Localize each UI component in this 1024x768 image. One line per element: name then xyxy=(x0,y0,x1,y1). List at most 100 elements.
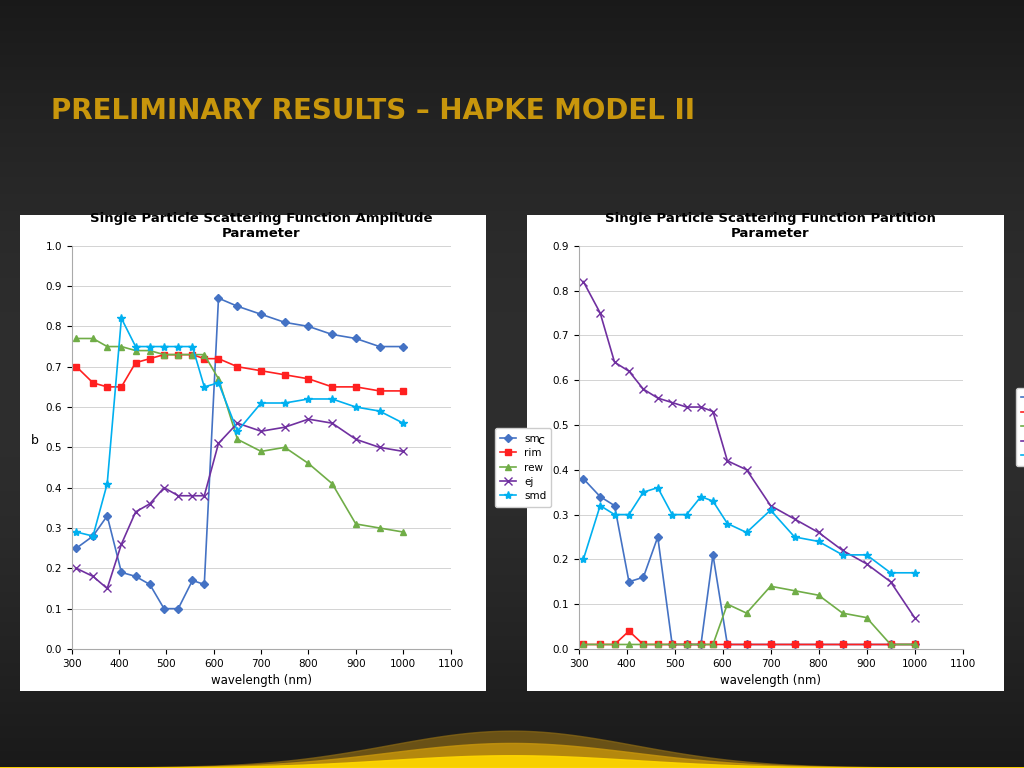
sm xyxy=(764,640,776,649)
rew xyxy=(721,600,733,609)
rew xyxy=(302,458,314,468)
smd xyxy=(212,378,224,387)
sm xyxy=(666,640,678,649)
smd xyxy=(623,510,635,519)
sm xyxy=(279,318,291,327)
smd xyxy=(788,532,801,541)
sm xyxy=(212,293,224,303)
ej xyxy=(623,366,635,376)
ej xyxy=(326,419,338,428)
X-axis label: wavelength (nm): wavelength (nm) xyxy=(211,674,311,687)
rim xyxy=(172,350,184,359)
ej xyxy=(812,528,824,537)
sm xyxy=(578,474,590,483)
rim xyxy=(885,640,897,649)
smd xyxy=(908,568,921,578)
rew xyxy=(608,640,621,649)
smd xyxy=(129,342,141,351)
smd xyxy=(707,497,719,506)
rim xyxy=(255,366,267,376)
smd xyxy=(101,479,114,488)
rew xyxy=(397,528,410,537)
smd xyxy=(837,550,849,559)
rim xyxy=(740,640,753,649)
rim xyxy=(186,350,199,359)
Line: rew: rew xyxy=(580,583,919,648)
ej xyxy=(908,613,921,622)
ej xyxy=(740,465,753,475)
ej xyxy=(87,571,99,581)
smd xyxy=(279,399,291,408)
ej xyxy=(651,393,664,402)
rim xyxy=(302,374,314,383)
rim xyxy=(666,640,678,649)
rew xyxy=(129,346,141,355)
rew xyxy=(143,346,156,355)
sm xyxy=(186,576,199,585)
sm xyxy=(302,322,314,331)
rew xyxy=(255,447,267,456)
rew xyxy=(116,342,128,351)
rim xyxy=(397,386,410,396)
rim xyxy=(578,640,590,649)
sm xyxy=(695,640,708,649)
rew xyxy=(885,640,897,649)
sm xyxy=(143,580,156,589)
ej xyxy=(199,492,211,501)
rim xyxy=(87,378,99,387)
sm xyxy=(608,501,621,510)
smd xyxy=(764,505,776,515)
sm xyxy=(116,568,128,577)
sm xyxy=(172,604,184,613)
smd xyxy=(255,399,267,408)
smd xyxy=(860,550,872,559)
ej xyxy=(578,277,590,286)
sm xyxy=(860,640,872,649)
ej xyxy=(302,415,314,424)
smd xyxy=(374,406,386,415)
rim xyxy=(231,362,244,372)
rew xyxy=(158,350,170,359)
rew xyxy=(326,479,338,488)
rew xyxy=(279,442,291,452)
smd xyxy=(186,342,199,351)
rim xyxy=(608,640,621,649)
rim xyxy=(812,640,824,649)
rim xyxy=(860,640,872,649)
rim xyxy=(129,358,141,367)
Y-axis label: c: c xyxy=(538,435,545,447)
rim xyxy=(721,640,733,649)
smd xyxy=(666,510,678,519)
smd xyxy=(680,510,692,519)
rim xyxy=(695,640,708,649)
smd xyxy=(172,342,184,351)
ej xyxy=(397,447,410,456)
ej xyxy=(860,559,872,568)
rim xyxy=(279,370,291,379)
smd xyxy=(740,528,753,537)
Line: ej: ej xyxy=(73,415,408,593)
sm xyxy=(788,640,801,649)
rew xyxy=(578,640,590,649)
sm xyxy=(199,580,211,589)
sm xyxy=(651,532,664,541)
smd xyxy=(143,342,156,351)
smd xyxy=(812,537,824,546)
rew xyxy=(680,640,692,649)
rew xyxy=(594,640,606,649)
rim xyxy=(350,382,362,392)
rim xyxy=(326,382,338,392)
sm xyxy=(255,310,267,319)
sm xyxy=(397,342,410,351)
Text: PRELIMINARY RESULTS – HAPKE MODEL II: PRELIMINARY RESULTS – HAPKE MODEL II xyxy=(51,98,695,125)
ej xyxy=(666,398,678,407)
rew xyxy=(812,591,824,600)
Line: sm: sm xyxy=(74,296,406,611)
rim xyxy=(374,386,386,396)
ej xyxy=(71,564,83,573)
rim xyxy=(837,640,849,649)
ej xyxy=(608,358,621,367)
Line: rew: rew xyxy=(73,335,407,535)
rew xyxy=(740,608,753,617)
ej xyxy=(837,546,849,555)
